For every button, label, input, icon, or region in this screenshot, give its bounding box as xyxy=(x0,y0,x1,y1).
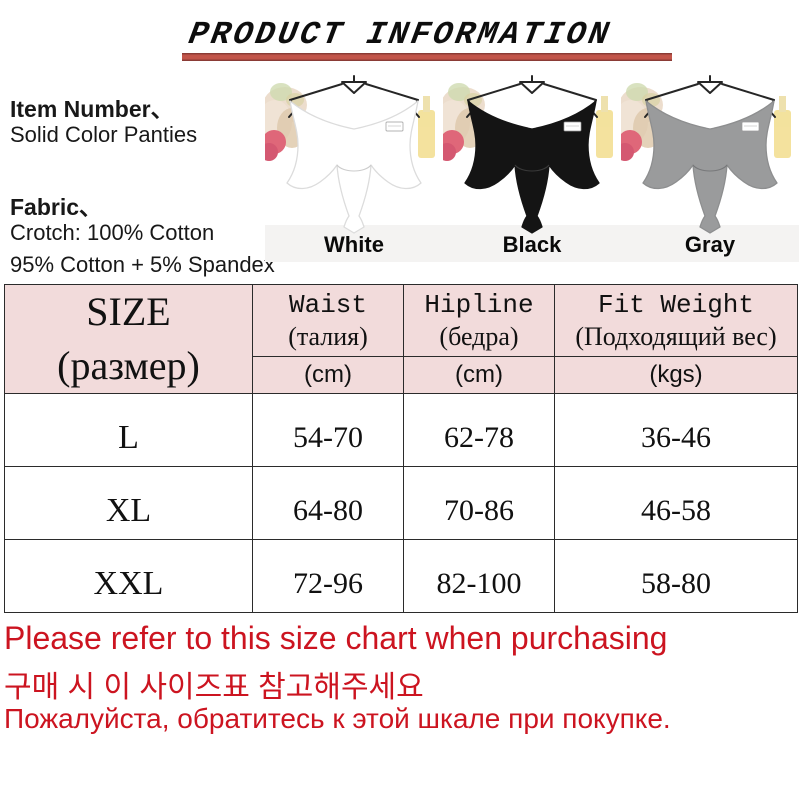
svg-text:Black: Black xyxy=(503,232,562,257)
svg-text:White: White xyxy=(324,232,384,257)
svg-text:Gray: Gray xyxy=(685,232,736,257)
